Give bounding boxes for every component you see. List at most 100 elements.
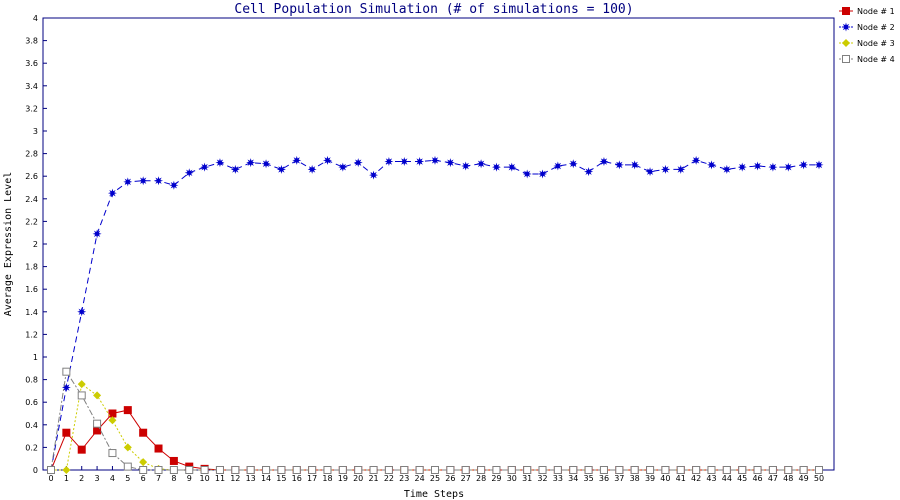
x-tick-label: 0: [48, 474, 53, 483]
data-point: [799, 160, 809, 170]
data-point: [538, 169, 548, 179]
data-point: [62, 466, 71, 474]
data-point: [215, 158, 225, 168]
data-point: [768, 162, 778, 172]
x-tick-label: 46: [752, 474, 762, 483]
data-point: [753, 161, 763, 171]
x-tick-label: 36: [599, 474, 609, 483]
data-point: [814, 160, 824, 170]
y-tick-label: 2.4: [25, 195, 38, 204]
x-tick-label: 22: [384, 474, 394, 483]
x-tick-label: 28: [476, 474, 486, 483]
data-point: [123, 462, 132, 471]
y-tick-label: 0.8: [25, 376, 38, 385]
legend-marker: [842, 55, 850, 63]
data-point: [154, 466, 163, 474]
x-tick-label: 48: [783, 474, 793, 483]
series-node-2: [46, 155, 824, 475]
data-point: [553, 466, 562, 474]
x-tick-label: 11: [215, 474, 225, 483]
y-axis-label: Average Expression Level: [3, 172, 14, 317]
data-point: [507, 162, 517, 172]
x-tick-label: 10: [200, 474, 210, 483]
data-point: [215, 466, 224, 474]
data-point: [62, 428, 71, 437]
y-tick-label: 1.4: [25, 308, 38, 317]
data-point: [92, 229, 102, 239]
data-point: [139, 458, 148, 467]
data-point: [246, 158, 256, 168]
data-point: [323, 466, 332, 474]
x-tick-label: 26: [445, 474, 455, 483]
data-point: [692, 466, 701, 474]
x-tick-label: 4: [110, 474, 115, 483]
x-tick-label: 47: [768, 474, 778, 483]
legend-marker: [842, 7, 850, 15]
data-point: [615, 466, 624, 474]
x-tick-label: 1: [64, 474, 69, 483]
data-point: [107, 188, 117, 198]
data-point: [523, 466, 532, 474]
data-point: [476, 159, 486, 169]
data-point: [722, 164, 732, 174]
data-point: [154, 444, 163, 453]
x-tick-label: 35: [584, 474, 594, 483]
data-point: [139, 428, 148, 437]
data-point: [200, 466, 209, 474]
legend-marker: [841, 22, 851, 32]
x-tick-label: 34: [568, 474, 578, 483]
data-point: [415, 466, 424, 474]
data-point: [400, 466, 409, 474]
data-point: [231, 466, 240, 474]
data-point: [108, 416, 117, 425]
x-tick-label: 29: [491, 474, 501, 483]
data-point: [569, 466, 578, 474]
x-tick-label: 21: [368, 474, 378, 483]
x-axis: 0 1 2 3 4 5 6 7 8 9 10 11 12 13 14 15 16 17 18 19 20 21 22 23 24…: [48, 466, 824, 483]
x-tick-label: 24: [415, 474, 425, 483]
data-point: [369, 466, 378, 474]
data-point: [630, 466, 639, 474]
data-point: [185, 466, 194, 474]
data-point: [738, 466, 747, 474]
y-tick-label: 3.2: [25, 104, 38, 113]
y-tick-label: 0: [33, 466, 38, 475]
x-tick-label: 5: [125, 474, 130, 483]
x-tick-label: 27: [461, 474, 471, 483]
data-point: [169, 180, 179, 190]
data-point: [645, 167, 655, 177]
data-point: [707, 466, 716, 474]
data-point: [384, 466, 393, 474]
data-point: [384, 157, 394, 167]
x-tick-label: 8: [171, 474, 176, 483]
data-point: [200, 162, 210, 172]
x-tick-label: 32: [537, 474, 547, 483]
x-tick-label: 50: [814, 474, 824, 483]
data-point: [445, 158, 455, 168]
data-point: [507, 466, 516, 474]
legend-label: Node # 4: [857, 55, 895, 64]
legend-item: Node # 1: [839, 7, 895, 16]
data-point: [139, 466, 148, 474]
legend: Node # 1 Node # 2 Node # 3 Node # 4: [839, 7, 895, 64]
x-tick-label: 3: [95, 474, 100, 483]
data-point: [338, 466, 347, 474]
y-tick-label: 0.2: [25, 443, 38, 452]
data-point: [584, 466, 593, 474]
data-point: [308, 466, 317, 474]
y-tick-label: 2.2: [25, 217, 38, 226]
x-tick-label: 38: [630, 474, 640, 483]
data-point: [169, 456, 178, 465]
data-point: [491, 162, 501, 172]
data-point: [614, 160, 624, 170]
data-point: [246, 466, 255, 474]
data-point: [338, 162, 348, 172]
legend-label: Node # 3: [857, 39, 895, 48]
series-node-4: [47, 367, 823, 474]
data-point: [538, 466, 547, 474]
data-point: [553, 161, 563, 171]
data-point: [783, 162, 793, 172]
x-tick-label: 25: [430, 474, 440, 483]
